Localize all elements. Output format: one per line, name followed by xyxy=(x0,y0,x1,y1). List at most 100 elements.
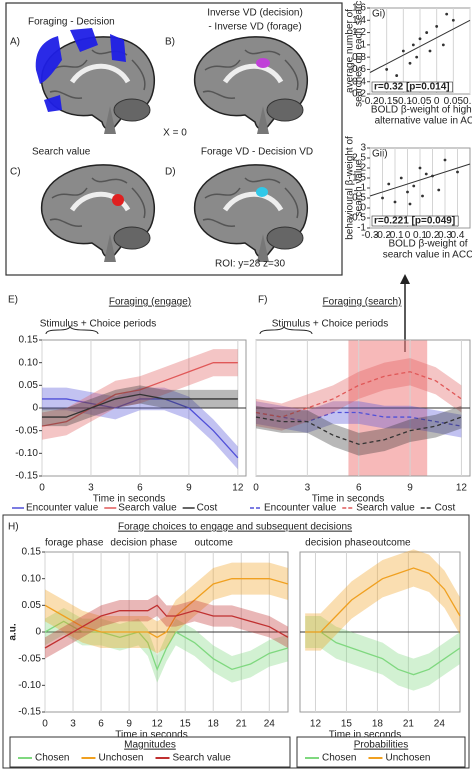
arrow-head xyxy=(400,274,410,284)
phase-label: outcome xyxy=(195,538,234,549)
scatter-point xyxy=(421,195,424,198)
scatter-point xyxy=(425,31,428,34)
y-tick-label: 0.15 xyxy=(19,335,39,346)
x-tick-label: 6 xyxy=(356,483,362,494)
scatter-point xyxy=(395,74,398,77)
legend-label: Unchosen xyxy=(98,753,143,764)
panel-label: Gii) xyxy=(372,149,388,160)
y-tick-label: 3 xyxy=(360,143,366,154)
phase-label: decision phase xyxy=(305,538,372,549)
y-tick-label: -0.05 xyxy=(18,653,41,664)
scatter-point xyxy=(385,68,388,71)
x-tick-label: 21 xyxy=(236,719,248,730)
scatter-point xyxy=(437,189,440,192)
legend-label: Search value xyxy=(173,753,232,764)
y-tick-label: -0.15 xyxy=(18,707,41,718)
legend-label: Cost xyxy=(197,503,218,514)
y-tick-label: 0 xyxy=(35,627,41,638)
scatter-point xyxy=(425,173,428,176)
x-tick-label: 12 xyxy=(456,483,468,494)
legend-title: Magnitudes xyxy=(124,740,176,751)
x-tick-label: 12 xyxy=(152,719,164,730)
x-tick-label: 0 xyxy=(253,483,259,494)
y-tick-label: -1 xyxy=(357,223,366,234)
panel-title: Foraging - Decision xyxy=(28,17,115,28)
panel-label: Gi) xyxy=(372,9,385,20)
scatter-point xyxy=(429,50,432,53)
legend-label: Search value xyxy=(118,503,177,514)
panel-label: A) xyxy=(10,37,20,48)
scatter-point xyxy=(406,191,409,194)
panel-title: Forage VD - Decision VD xyxy=(201,147,313,158)
x-tick-label: 6 xyxy=(137,483,143,494)
scatter-point xyxy=(381,197,384,200)
panel-label: D) xyxy=(165,167,176,178)
scatter-point xyxy=(415,56,418,59)
stat-annotation: r=0.32 [p=0.014] xyxy=(374,82,450,93)
y-axis-label: search value xyxy=(354,159,365,216)
legend-label: Encounter value xyxy=(26,503,99,514)
chart-subtitle: Stimulus + Choice periods xyxy=(272,319,388,330)
chart-title: Foraging (engage) xyxy=(109,297,191,308)
y-tick-label: -0.10 xyxy=(15,448,38,459)
y-tick-label: 0.05 xyxy=(19,380,39,391)
phase-label: decision phase xyxy=(110,538,177,549)
scatter-point xyxy=(445,13,448,16)
chart-title: Foraging (search) xyxy=(323,297,402,308)
y-tick-label: -0.10 xyxy=(18,680,41,691)
x-tick-label: 18 xyxy=(372,719,384,730)
y-tick-label: 0.10 xyxy=(19,357,39,368)
page: { "brain_panels": { "A": {"label": "A)",… xyxy=(0,0,472,770)
scatter-point xyxy=(402,50,405,53)
x-tick-label: 0 xyxy=(42,719,48,730)
x-tick-label: 9 xyxy=(186,483,192,494)
scatter-point xyxy=(435,25,438,28)
y-tick-label: 0.05 xyxy=(22,600,42,611)
figure: Foraging - Decision A) Inverse VD (decis… xyxy=(0,0,472,770)
chart-subtitle: Stimulus + Choice periods xyxy=(40,319,156,330)
scatter-point xyxy=(387,183,390,186)
phase-label: outcome xyxy=(372,538,411,549)
scatter-point xyxy=(419,37,422,40)
panel-title: Search value xyxy=(32,147,91,158)
legend-label: Chosen xyxy=(35,753,69,764)
y-tick-label: -0.05 xyxy=(15,425,38,436)
activation-blob xyxy=(256,187,268,197)
panel-label: H) xyxy=(8,522,19,533)
x-tick-label: 15 xyxy=(180,719,192,730)
stat-annotation: r=0.221 [p=0.049] xyxy=(374,216,455,227)
y-tick-label: -0.15 xyxy=(15,471,38,482)
y-axis-label: a.u. xyxy=(8,623,19,640)
scatter-point xyxy=(444,159,447,162)
x-axis-label: alternative value in ACC xyxy=(375,116,472,127)
panel-label: C) xyxy=(10,167,21,178)
panel-label: F) xyxy=(258,295,267,306)
scatter-point xyxy=(409,203,412,206)
panel-label: E) xyxy=(8,295,18,306)
x-tick-label: 18 xyxy=(208,719,220,730)
x-tick-label: 9 xyxy=(407,483,413,494)
x-tick-label: 3 xyxy=(70,719,76,730)
slice-label: X = 0 xyxy=(163,128,187,139)
y-axis-label: searches on each search xyxy=(354,0,365,107)
activation-blob xyxy=(112,194,124,206)
legend-label: Search value xyxy=(356,503,415,514)
activation-blob xyxy=(256,58,270,68)
x-axis-label: search value in ACC xyxy=(383,250,472,261)
y-tick-label: 0.10 xyxy=(22,573,42,584)
chart-title: Forage choices to engage and subsequent … xyxy=(118,522,352,533)
legend-label: Cost xyxy=(435,503,456,514)
scatter-point xyxy=(442,43,445,46)
x-tick-label: 3 xyxy=(305,483,311,494)
panel-title: - Inverse VD (forage) xyxy=(208,22,301,33)
legend-label: Unchosen xyxy=(385,753,430,764)
x-tick-label: 12 xyxy=(310,719,322,730)
scatter-point xyxy=(452,19,455,22)
panel-title: Inverse VD (decision) xyxy=(207,8,303,19)
error-band xyxy=(305,549,460,650)
x-tick-label: 0 xyxy=(39,483,45,494)
legend-label: Encounter value xyxy=(264,503,337,514)
phase-label: forage phase xyxy=(45,538,104,549)
panel-label: B) xyxy=(165,37,175,48)
scatter-point xyxy=(412,185,415,188)
